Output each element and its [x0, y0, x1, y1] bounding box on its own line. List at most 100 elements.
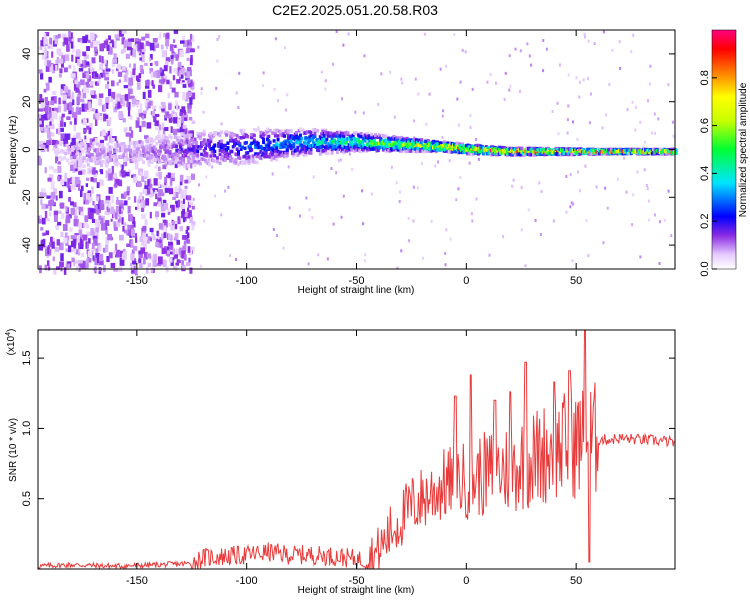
- heatmap-cell: [48, 165, 54, 170]
- heatmap-cell: [157, 139, 161, 144]
- heatmap-cell: [200, 152, 204, 157]
- heatmap-cell: [132, 141, 138, 147]
- heatmap-cell: [349, 143, 353, 148]
- heatmap-cell: [439, 67, 442, 71]
- heatmap-cell: [124, 127, 128, 132]
- heatmap-cell: [193, 163, 197, 167]
- heatmap-cell: [145, 85, 150, 89]
- heatmap-cell: [132, 176, 138, 183]
- heatmap-cell: [198, 136, 202, 141]
- heatmap-cell: [400, 77, 403, 81]
- heatmap-cell: [105, 96, 110, 105]
- heatmap-cell: [222, 150, 226, 154]
- heatmap-cell: [69, 94, 73, 102]
- heatmap-cell: [154, 43, 160, 48]
- heatmap-cell: [55, 35, 60, 39]
- heatmap-cell: [91, 242, 95, 249]
- heatmap-cell: [141, 120, 146, 128]
- heatmap-cell: [185, 239, 191, 244]
- heatmap-cell: [342, 194, 345, 198]
- heatmap-cell: [104, 135, 108, 141]
- heatmap-cell: [674, 148, 678, 153]
- heatmap-cell: [294, 137, 298, 141]
- heatmap-cell: [129, 152, 134, 159]
- heatmap-cell: [268, 128, 272, 133]
- heatmap-cell: [73, 123, 76, 132]
- heatmap-cell: [320, 132, 324, 136]
- heatmap-cell: [89, 158, 93, 163]
- heatmap-cell: [138, 254, 144, 259]
- heatmap-cell: [39, 94, 43, 99]
- heatmap-cell: [49, 236, 53, 244]
- heatmap-cell: [95, 227, 100, 233]
- heatmap-cell: [80, 155, 84, 160]
- snr-multiplier-label: (x104): [5, 329, 17, 356]
- heatmap-cell: [94, 49, 98, 55]
- heatmap-cell: [141, 213, 146, 220]
- heatmap-cell: [363, 54, 366, 58]
- heatmap-cell: [121, 37, 126, 45]
- heatmap-cell: [159, 67, 163, 73]
- heatmap-cell: [125, 171, 130, 177]
- heatmap-cell: [421, 149, 425, 154]
- heatmap-cell: [95, 196, 100, 201]
- heatmap-cell: [171, 152, 175, 157]
- heatmap-cell: [101, 160, 105, 164]
- heatmap-cell: [144, 145, 148, 149]
- heatmap-cell: [611, 48, 614, 52]
- heatmap-cell: [187, 78, 191, 84]
- heatmap-cell: [137, 183, 143, 187]
- heatmap-cell: [285, 153, 289, 158]
- heatmap-cell: [158, 81, 162, 86]
- heatmap-cell: [117, 161, 121, 166]
- heatmap-cell: [152, 259, 157, 267]
- heatmap-cell: [147, 89, 152, 98]
- heatmap-cell: [155, 172, 160, 177]
- heatmap-cell: [159, 32, 162, 38]
- heatmap-cell: [179, 68, 182, 77]
- heatmap-cell: [164, 249, 168, 254]
- heatmap-cell: [179, 157, 183, 161]
- heatmap-cell: [220, 122, 223, 126]
- heatmap-cell: [187, 207, 190, 213]
- heatmap-cell: [262, 140, 266, 145]
- heatmap-cell: [176, 153, 180, 158]
- heatmap-cell: [78, 137, 82, 142]
- heatmap-cell: [279, 131, 283, 136]
- heatmap-cell: [170, 207, 173, 213]
- heatmap-cell: [593, 42, 596, 46]
- heatmap-cell: [161, 122, 165, 130]
- heatmap-cell: [77, 146, 81, 150]
- y-tick-label: 40: [21, 48, 33, 60]
- heatmap-cell: [233, 140, 237, 144]
- heatmap-cell: [105, 170, 109, 179]
- heatmap-cell: [653, 112, 656, 116]
- heatmap-cell: [78, 251, 81, 256]
- heatmap-cell: [658, 220, 661, 224]
- heatmap-cell: [158, 171, 162, 180]
- heatmap-cell: [145, 198, 150, 206]
- heatmap-cell: [173, 68, 178, 74]
- heatmap-cell: [557, 132, 560, 136]
- heatmap-cell: [202, 153, 206, 157]
- heatmap-cell: [89, 62, 92, 70]
- heatmap-cell: [70, 160, 74, 164]
- heatmap-cell: [128, 88, 133, 95]
- heatmap-cell: [87, 39, 91, 43]
- heatmap-cell: [183, 243, 187, 251]
- heatmap-cell: [191, 34, 195, 43]
- heatmap-cell: [43, 38, 49, 45]
- heatmap-cell: [522, 153, 526, 157]
- heatmap-cell: [275, 142, 279, 146]
- heatmap-cell: [148, 183, 153, 189]
- heatmap-cell: [254, 152, 258, 156]
- heatmap-cell: [114, 34, 120, 39]
- heatmap-cell: [337, 159, 340, 163]
- heatmap-cell: [81, 141, 85, 146]
- heatmap-cell: [149, 62, 153, 67]
- heatmap-cell: [116, 197, 119, 205]
- heatmap-cell: [202, 110, 205, 114]
- x-tick-label: -50: [349, 275, 365, 287]
- heatmap-cell: [114, 159, 118, 163]
- heatmap-cell: [127, 46, 132, 51]
